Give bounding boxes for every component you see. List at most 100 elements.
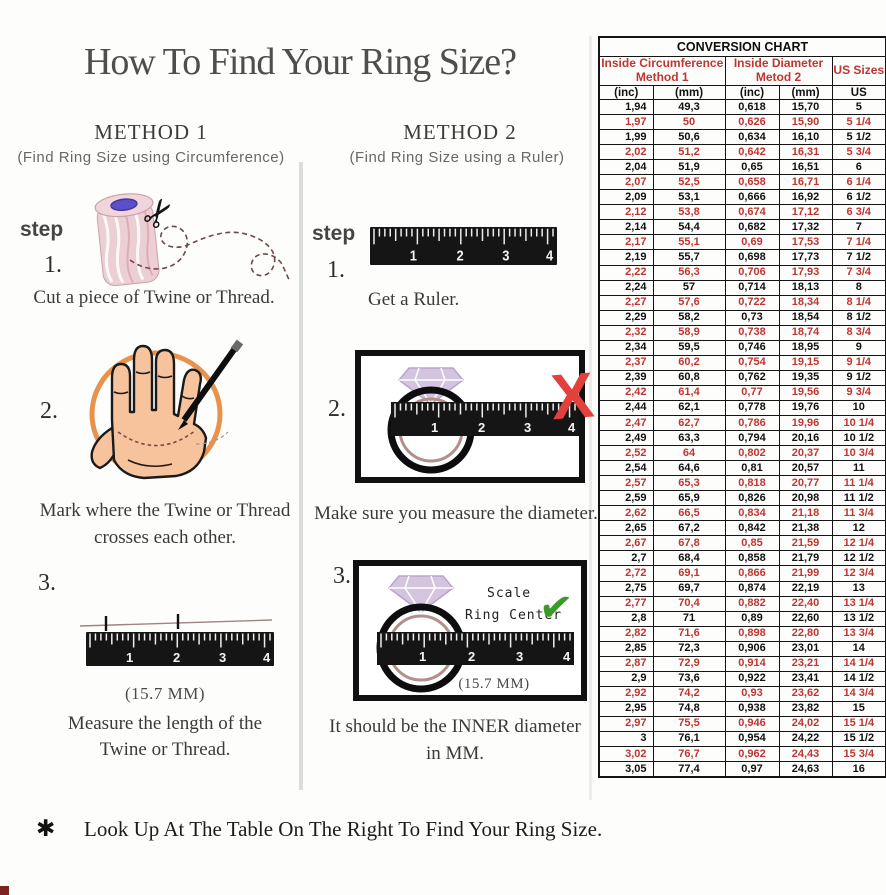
table-cell: 23,21 — [778, 655, 833, 672]
dashed-thread — [129, 225, 291, 283]
table-cell: 2,72 — [598, 565, 654, 582]
table-cell: 0,626 — [724, 114, 780, 131]
table-cell: 19,96 — [778, 414, 833, 432]
table-cell: 74,8 — [652, 700, 726, 717]
table-cell: 2,85 — [598, 640, 654, 657]
table-cell: 0,946 — [724, 715, 780, 732]
table-cell: 16 — [831, 761, 886, 778]
table-cell: 0,834 — [724, 505, 780, 522]
table-cell: 61,4 — [652, 384, 726, 401]
table-cell: 10 1/4 — [831, 414, 886, 432]
table-row: 2,95 74,8 0,938 23,82 15 — [598, 700, 886, 717]
table-cell: 0,81 — [724, 460, 780, 477]
table-cell: 16,31 — [778, 144, 833, 161]
table-cell: 2,44 — [598, 399, 654, 416]
table-cell: 8 1/4 — [831, 294, 886, 311]
table-row: 2,97 75,5 0,946 24,02 15 1/4 — [598, 715, 886, 732]
table-cell: 2,24 — [598, 279, 654, 296]
svg-text:2: 2 — [478, 420, 485, 435]
table-cell: 51,2 — [652, 144, 726, 161]
table-cell: 2,02 — [598, 144, 654, 161]
svg-text:2: 2 — [457, 248, 465, 264]
table-cell: 9 — [831, 339, 886, 356]
table-cell: 1,99 — [598, 129, 654, 146]
table-cell: 0,77 — [724, 384, 780, 401]
table-cell: 13 1/4 — [831, 595, 886, 612]
table-cell: 3,02 — [598, 746, 654, 763]
table-cell: 71 — [652, 610, 726, 627]
method2-step1-caption: Get a Ruler. — [368, 289, 460, 310]
table-cell: 0,954 — [724, 730, 780, 748]
table-cell: 21,79 — [778, 550, 833, 567]
table-cell: 0,666 — [724, 189, 780, 206]
table-cell: 3 — [598, 730, 654, 748]
table-cell: 16,10 — [778, 129, 833, 146]
table-cell: 18,13 — [778, 279, 833, 296]
table-row: 3,05 77,4 0,97 24,63 16 — [598, 761, 886, 778]
table-cell: 51,9 — [652, 159, 726, 176]
table-cell: 72,9 — [652, 655, 726, 672]
table-cell: 58,9 — [652, 324, 726, 341]
table-cell: 0,826 — [724, 490, 780, 507]
table-cell: 16,92 — [778, 189, 833, 206]
table-cell: 24,02 — [778, 715, 833, 732]
svg-text:1: 1 — [126, 650, 133, 665]
table-cell: 0,778 — [724, 399, 780, 416]
table-row: 2,87 72,9 0,914 23,21 14 1/4 — [598, 655, 886, 672]
method1-step3-note: (15.7 MM) — [124, 684, 206, 703]
table-cell: 0,642 — [724, 144, 780, 161]
method2-step-label: step — [312, 222, 356, 245]
table-row: 2,34 59,5 0,746 18,95 9 — [598, 339, 886, 356]
table-cell: 0,738 — [724, 324, 780, 341]
twine-spool-illustration: ✂ — [94, 189, 291, 287]
table-row: 2,59 65,9 0,826 20,98 11 1/2 — [598, 490, 886, 507]
table-row: 2,32 58,9 0,738 18,74 8 3/4 — [598, 324, 886, 341]
table-cell: 2,57 — [598, 475, 654, 492]
table-cell: 21,99 — [778, 565, 833, 582]
table-cell: 2,7 — [598, 550, 654, 567]
conversion-chart-table: CONVERSION CHART Inside Circumference Me… — [598, 36, 886, 779]
ring-inner-measure-illustration: 1 2 3 4 — [376, 575, 574, 693]
method1-step3-number: 3. — [38, 570, 56, 596]
table-cell: 67,2 — [652, 520, 726, 537]
table-cell: 0,754 — [724, 354, 780, 371]
table-cell: 58,2 — [652, 309, 726, 326]
table-cell: 0,794 — [724, 430, 780, 447]
table-cell: 2,97 — [598, 715, 654, 732]
table-cell: 56,3 — [652, 264, 726, 281]
table-cell: 2,54 — [598, 460, 654, 477]
table-cell: 49,3 — [652, 98, 726, 116]
table-row: 2,14 54,4 0,682 17,32 7 — [598, 219, 886, 236]
table-row: 2,27 57,6 0,722 18,34 8 1/4 — [598, 294, 886, 311]
table-row: 2,09 53,1 0,666 16,92 6 1/2 — [598, 189, 886, 206]
method2-title: METHOD 2 — [403, 120, 517, 144]
table-row: 2,49 63,3 0,794 20,16 10 1/2 — [598, 430, 886, 447]
table-cell: 9 1/4 — [831, 354, 886, 371]
svg-text:1: 1 — [410, 248, 418, 264]
table-cell: 2,14 — [598, 219, 654, 236]
table-cell: 62,1 — [652, 399, 726, 416]
table-cell: 13 — [831, 580, 886, 597]
table-cell: 0,722 — [724, 294, 780, 311]
diamond-icon — [387, 575, 455, 614]
table-row: 2,54 64,6 0,81 20,57 11 — [598, 460, 886, 477]
table-cell: 17,93 — [778, 264, 833, 281]
table-cell: 69,1 — [652, 565, 726, 582]
table-cell: 2,07 — [598, 174, 654, 191]
table-cell: 62,7 — [652, 414, 726, 432]
table-cell: 21,59 — [778, 535, 833, 552]
table-cell: 2,22 — [598, 264, 654, 281]
method2-step3-caption-line2: in MM. — [425, 743, 485, 764]
table-row: 2,62 66,5 0,834 21,18 11 3/4 — [598, 505, 886, 522]
method1-step2-number: 2. — [40, 398, 58, 424]
table-cell: 66,5 — [652, 505, 726, 522]
table-cell: 2,09 — [598, 189, 654, 206]
ruler: 1 2 3 4 — [391, 402, 579, 436]
method1-step-label: step — [20, 218, 64, 241]
table-cell: 0,962 — [724, 746, 780, 763]
table-cell: 63,3 — [652, 430, 726, 447]
table-cell: 0,65 — [724, 159, 780, 176]
table-cell: 60,8 — [652, 369, 726, 386]
hand-marking-illustration — [89, 339, 244, 480]
table-row: 2,37 60,2 0,754 19,15 9 1/4 — [598, 354, 886, 371]
